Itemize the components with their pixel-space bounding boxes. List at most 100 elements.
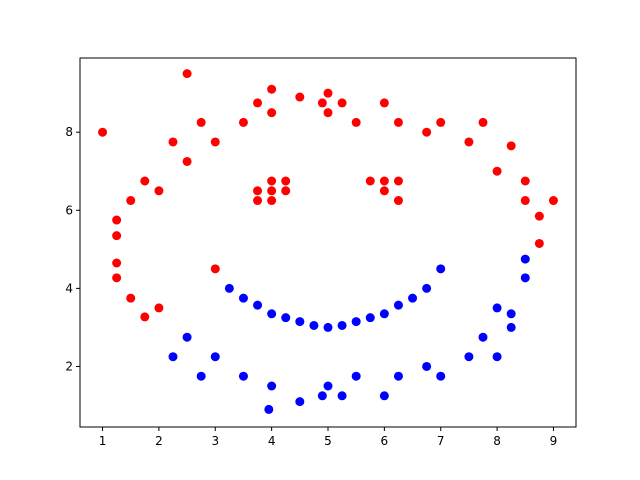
data-point bbox=[548, 196, 558, 206]
y-axis: 2 4 6 8 bbox=[65, 125, 80, 373]
data-point bbox=[506, 141, 516, 151]
data-point bbox=[393, 176, 403, 186]
data-point bbox=[422, 361, 432, 371]
data-point bbox=[506, 322, 516, 332]
data-point bbox=[520, 196, 530, 206]
y-tick-label: 4 bbox=[65, 281, 73, 295]
data-point bbox=[238, 371, 248, 381]
x-axis: 1 2 3 4 5 6 7 8 9 bbox=[99, 427, 558, 448]
x-tick-label: 1 bbox=[99, 434, 107, 448]
x-tick-label: 5 bbox=[324, 434, 332, 448]
data-point bbox=[520, 254, 530, 264]
data-point bbox=[365, 313, 375, 323]
data-point bbox=[267, 176, 277, 186]
data-point bbox=[126, 196, 136, 206]
data-point bbox=[520, 176, 530, 186]
y-tick-label: 2 bbox=[65, 359, 73, 373]
data-point bbox=[154, 303, 164, 313]
data-point bbox=[393, 196, 403, 206]
data-points bbox=[98, 69, 558, 414]
data-point bbox=[379, 391, 389, 401]
data-point bbox=[210, 352, 220, 362]
data-point bbox=[534, 238, 544, 248]
data-point bbox=[436, 371, 446, 381]
data-point bbox=[267, 381, 277, 391]
data-point bbox=[317, 98, 327, 108]
data-point bbox=[379, 176, 389, 186]
data-point bbox=[267, 309, 277, 319]
data-point bbox=[323, 322, 333, 332]
data-point bbox=[393, 117, 403, 127]
x-tick-label: 9 bbox=[550, 434, 558, 448]
data-point bbox=[295, 317, 305, 327]
y-tick-label: 6 bbox=[65, 203, 73, 217]
data-point bbox=[253, 300, 263, 310]
x-tick-label: 8 bbox=[493, 434, 501, 448]
data-point bbox=[112, 273, 122, 283]
data-point bbox=[182, 69, 192, 79]
data-point bbox=[436, 117, 446, 127]
data-point bbox=[323, 88, 333, 98]
data-point bbox=[464, 352, 474, 362]
data-point bbox=[337, 98, 347, 108]
data-point bbox=[168, 137, 178, 147]
data-point bbox=[492, 303, 502, 313]
data-point bbox=[478, 117, 488, 127]
data-point bbox=[506, 309, 516, 319]
series-1 bbox=[168, 254, 530, 414]
data-point bbox=[112, 231, 122, 241]
data-point bbox=[253, 98, 263, 108]
data-point bbox=[309, 320, 319, 330]
data-point bbox=[253, 196, 263, 206]
data-point bbox=[317, 391, 327, 401]
data-point bbox=[379, 309, 389, 319]
data-point bbox=[295, 92, 305, 102]
data-point bbox=[196, 371, 206, 381]
x-tick-label: 3 bbox=[211, 434, 219, 448]
data-point bbox=[379, 98, 389, 108]
y-tick-label: 8 bbox=[65, 125, 73, 139]
series-0 bbox=[98, 69, 558, 322]
data-point bbox=[210, 137, 220, 147]
data-point bbox=[182, 332, 192, 342]
x-tick-label: 2 bbox=[155, 434, 163, 448]
data-point bbox=[408, 293, 418, 303]
data-point bbox=[253, 186, 263, 196]
axes-background bbox=[80, 58, 576, 427]
data-point bbox=[422, 283, 432, 293]
data-point bbox=[196, 117, 206, 127]
data-point bbox=[323, 108, 333, 118]
data-point bbox=[154, 186, 164, 196]
x-tick-label: 7 bbox=[437, 434, 445, 448]
data-point bbox=[337, 391, 347, 401]
data-point bbox=[492, 352, 502, 362]
data-point bbox=[436, 264, 446, 274]
x-tick-label: 4 bbox=[268, 434, 276, 448]
data-point bbox=[98, 127, 108, 137]
data-point bbox=[464, 137, 474, 147]
data-point bbox=[492, 166, 502, 176]
data-point bbox=[520, 273, 530, 283]
data-point bbox=[224, 283, 234, 293]
plot-area bbox=[80, 58, 576, 427]
data-point bbox=[126, 293, 136, 303]
data-point bbox=[238, 117, 248, 127]
data-point bbox=[281, 313, 291, 323]
data-point bbox=[351, 317, 361, 327]
data-point bbox=[323, 381, 333, 391]
data-point bbox=[393, 371, 403, 381]
data-point bbox=[210, 264, 220, 274]
data-point bbox=[112, 258, 122, 268]
data-point bbox=[422, 127, 432, 137]
data-point bbox=[267, 108, 277, 118]
data-point bbox=[337, 320, 347, 330]
data-point bbox=[281, 186, 291, 196]
data-point bbox=[140, 312, 150, 322]
data-point bbox=[140, 176, 150, 186]
data-point bbox=[365, 176, 375, 186]
data-point bbox=[264, 404, 274, 414]
data-point bbox=[182, 156, 192, 166]
data-point bbox=[267, 196, 277, 206]
data-point bbox=[238, 293, 248, 303]
